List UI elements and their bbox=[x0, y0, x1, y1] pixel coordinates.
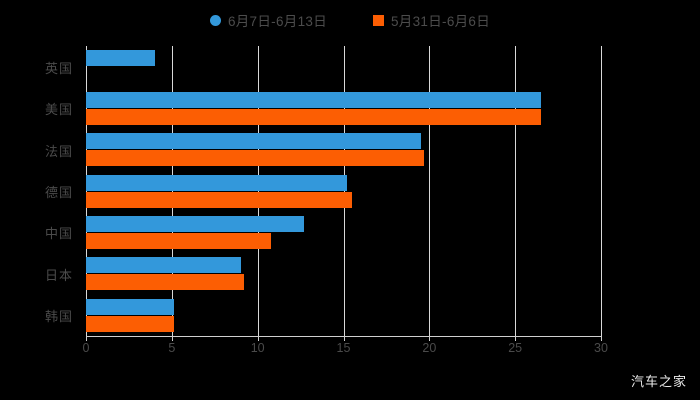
x-tick-mark-0 bbox=[86, 336, 87, 341]
y-axis-label-法国: 法国 bbox=[44, 143, 73, 159]
bar-中国-series-1[interactable] bbox=[86, 215, 305, 232]
x-tick-label: 15 bbox=[336, 341, 351, 355]
x-tick-label: 0 bbox=[82, 341, 90, 355]
legend-item-series-2[interactable]: 5月31日-6月6日 bbox=[373, 10, 490, 30]
y-axis-label-日本: 日本 bbox=[44, 267, 73, 283]
bar-法国-series-2[interactable] bbox=[86, 150, 425, 167]
x-tick-mark-5 bbox=[171, 336, 173, 341]
bar-英国-series-1[interactable] bbox=[86, 50, 155, 67]
gridline-10 bbox=[257, 46, 259, 336]
legend-label-series-2: 5月31日-6月6日 bbox=[391, 14, 491, 29]
y-axis-label-韩国: 韩国 bbox=[44, 309, 73, 325]
x-tick-label: 20 bbox=[422, 341, 437, 355]
bar-美国-series-1[interactable] bbox=[86, 91, 541, 108]
bar-日本-series-1[interactable] bbox=[86, 257, 241, 274]
gridline-5 bbox=[171, 46, 173, 336]
legend-swatch-square-icon bbox=[373, 14, 384, 26]
bar-日本-series-2[interactable] bbox=[86, 274, 244, 291]
gridline-0 bbox=[86, 46, 87, 336]
plot-area bbox=[86, 46, 602, 336]
watermark-text: 汽车之家 bbox=[630, 374, 687, 389]
gridline-25 bbox=[515, 46, 517, 336]
legend-item-series-1[interactable]: 6月7日-6月13日 bbox=[209, 10, 327, 30]
x-tick-mark-10 bbox=[257, 336, 259, 341]
gridline-30 bbox=[601, 46, 602, 336]
y-axis-label-德国: 德国 bbox=[44, 185, 73, 200]
x-tick-mark-30 bbox=[601, 336, 602, 341]
gridline-20 bbox=[429, 46, 431, 336]
x-tick-mark-25 bbox=[515, 336, 517, 341]
x-tick-label: 5 bbox=[168, 341, 176, 355]
legend-swatch-circle-icon bbox=[209, 14, 221, 26]
x-tick-mark-15 bbox=[343, 336, 345, 341]
bar-中国-series-2[interactable] bbox=[86, 232, 272, 249]
chart-legend: 6月7日-6月13日 5月31日-6月6日 bbox=[0, 8, 700, 32]
bar-德国-series-2[interactable] bbox=[86, 191, 353, 208]
bar-德国-series-1[interactable] bbox=[86, 174, 347, 191]
bar-美国-series-2[interactable] bbox=[86, 108, 541, 125]
y-axis-label-英国: 英国 bbox=[44, 60, 73, 76]
y-axis-label-美国: 美国 bbox=[44, 102, 73, 118]
x-tick-label: 10 bbox=[250, 341, 265, 355]
legend-label-series-1: 6月7日-6月13日 bbox=[227, 14, 327, 29]
x-tick-mark-20 bbox=[429, 336, 431, 341]
bar-法国-series-1[interactable] bbox=[86, 133, 421, 150]
y-axis-label-中国: 中国 bbox=[44, 226, 73, 242]
bar-韩国-series-1[interactable] bbox=[86, 298, 174, 315]
x-tick-label: 25 bbox=[508, 341, 523, 355]
gridline-15 bbox=[343, 46, 345, 336]
x-tick-label: 30 bbox=[594, 341, 608, 355]
bar-韩国-series-2[interactable] bbox=[86, 315, 174, 332]
